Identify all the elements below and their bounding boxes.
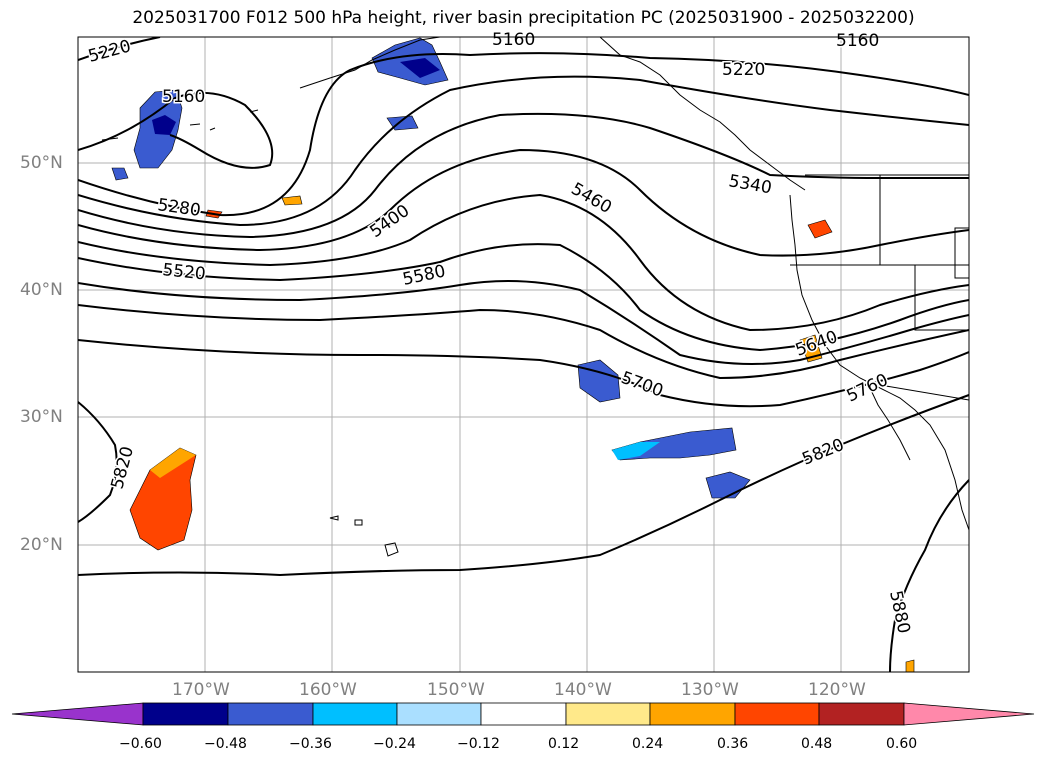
contour-line-13 — [78, 394, 969, 577]
contour-label: 5460 — [568, 179, 615, 218]
contour-line-10 — [78, 304, 969, 380]
colorbar-tick-label: 0.36 — [717, 736, 749, 752]
lat-label: 50°N — [20, 153, 63, 173]
colorbar-tick-label: 0.24 — [632, 736, 664, 752]
lon-label: 150°W — [427, 680, 485, 700]
contour-label: 5340 — [727, 171, 773, 198]
colorbar-bin — [565, 702, 651, 726]
map-plot-area — [78, 37, 969, 672]
contour-label: 5520 — [161, 260, 206, 284]
contour-line-6 — [78, 148, 969, 257]
colorbar-tick-label: −0.12 — [457, 736, 500, 752]
precip-area-mexico-positive — [905, 659, 915, 672]
contour-label: 5280 — [156, 195, 202, 221]
colorbar-extend-high — [903, 702, 1035, 726]
contour-line-5 — [78, 112, 969, 239]
colorbar-bin — [396, 702, 482, 726]
map-title: 2025031700 F012 500 hPa height, river ba… — [132, 8, 915, 28]
precip-core-alaska — [400, 58, 440, 78]
contour-line-4 — [78, 75, 969, 227]
precip-area-east-negative — [705, 471, 751, 499]
lat-label: 40°N — [20, 280, 63, 300]
colorbar-tick-label: 0.48 — [801, 736, 833, 752]
contour-label: 5760 — [844, 370, 892, 406]
contour-line-9 — [78, 280, 969, 365]
contour-label: 5220 — [86, 36, 133, 67]
colorbar-bin — [734, 702, 820, 726]
border-us-mexico — [879, 384, 969, 401]
contour-line-12 — [78, 401, 118, 523]
contour-line-2 — [78, 91, 274, 169]
lon-label: 120°W — [808, 680, 866, 700]
border-state-4 — [954, 227, 969, 279]
colorbar-bin — [312, 702, 398, 726]
precip-shading — [111, 37, 915, 672]
hawaii-island-2 — [354, 519, 363, 526]
contour-label: 5880 — [885, 589, 914, 635]
colorbar-tick-label: 0.12 — [548, 736, 580, 752]
coast-alaska — [299, 37, 441, 89]
precip-area-hawaii-edge — [150, 448, 196, 478]
colorbar-tick-label: −0.48 — [204, 736, 247, 752]
colorbar-tick-label: −0.36 — [289, 736, 332, 752]
colorbar-bin — [649, 702, 736, 726]
colorbar-bin — [818, 702, 905, 726]
hawaii-island-3 — [329, 515, 339, 521]
precip-area-mid-negative — [577, 359, 621, 403]
precip-area-small-positive — [281, 195, 303, 206]
contour-label: 5220 — [722, 60, 765, 80]
contour-line-11 — [78, 339, 969, 408]
precip-area-hawaii-positive — [129, 447, 197, 551]
gridlines — [78, 37, 969, 672]
lon-label: 170°W — [172, 680, 230, 700]
border-state-3 — [914, 265, 969, 331]
precip-area-oregon-positive — [807, 219, 833, 239]
coast-alaska-panhandle — [599, 37, 806, 191]
contour-label: 5820 — [108, 444, 139, 491]
coast-baja — [869, 387, 911, 461]
colorbar-tick-label: 0.60 — [886, 736, 918, 752]
contour-label: 5400 — [366, 201, 413, 242]
contour-line-8 — [78, 243, 969, 352]
map-frame — [77, 36, 970, 673]
height-contours — [78, 37, 969, 672]
contour-line-7 — [78, 193, 969, 332]
lon-label: 140°W — [554, 680, 612, 700]
lon-label: 160°W — [299, 680, 357, 700]
colorbar-tick-label: −0.24 — [373, 736, 416, 752]
colorbar-bin — [227, 702, 314, 726]
contour-label: 5580 — [401, 261, 447, 290]
hawaii-island-1 — [384, 542, 399, 557]
contour-line-3 — [78, 52, 969, 217]
coast-west-us — [789, 194, 969, 531]
colorbar-tick-label: −0.60 — [119, 736, 162, 752]
precip-area-small-negative — [111, 167, 129, 181]
contour-label: 5160 — [492, 30, 535, 50]
colorbar — [11, 702, 1035, 726]
colorbar-bin — [142, 702, 229, 726]
precip-core-bering — [152, 115, 176, 135]
contour-label: 5820 — [799, 435, 847, 470]
contour-line-1 — [78, 37, 161, 61]
contour-label: 5160 — [162, 87, 205, 107]
precip-area-subtropic-edge — [612, 442, 660, 460]
lat-label: 30°N — [20, 407, 63, 427]
lon-label: 130°W — [681, 680, 739, 700]
contour-label: 5700 — [618, 368, 665, 402]
contour-label: 5160 — [836, 31, 879, 51]
colorbar-extend-low — [11, 702, 144, 726]
colorbar-bin — [480, 702, 567, 726]
contour-line-14 — [889, 479, 969, 672]
lat-label: 20°N — [20, 535, 63, 555]
